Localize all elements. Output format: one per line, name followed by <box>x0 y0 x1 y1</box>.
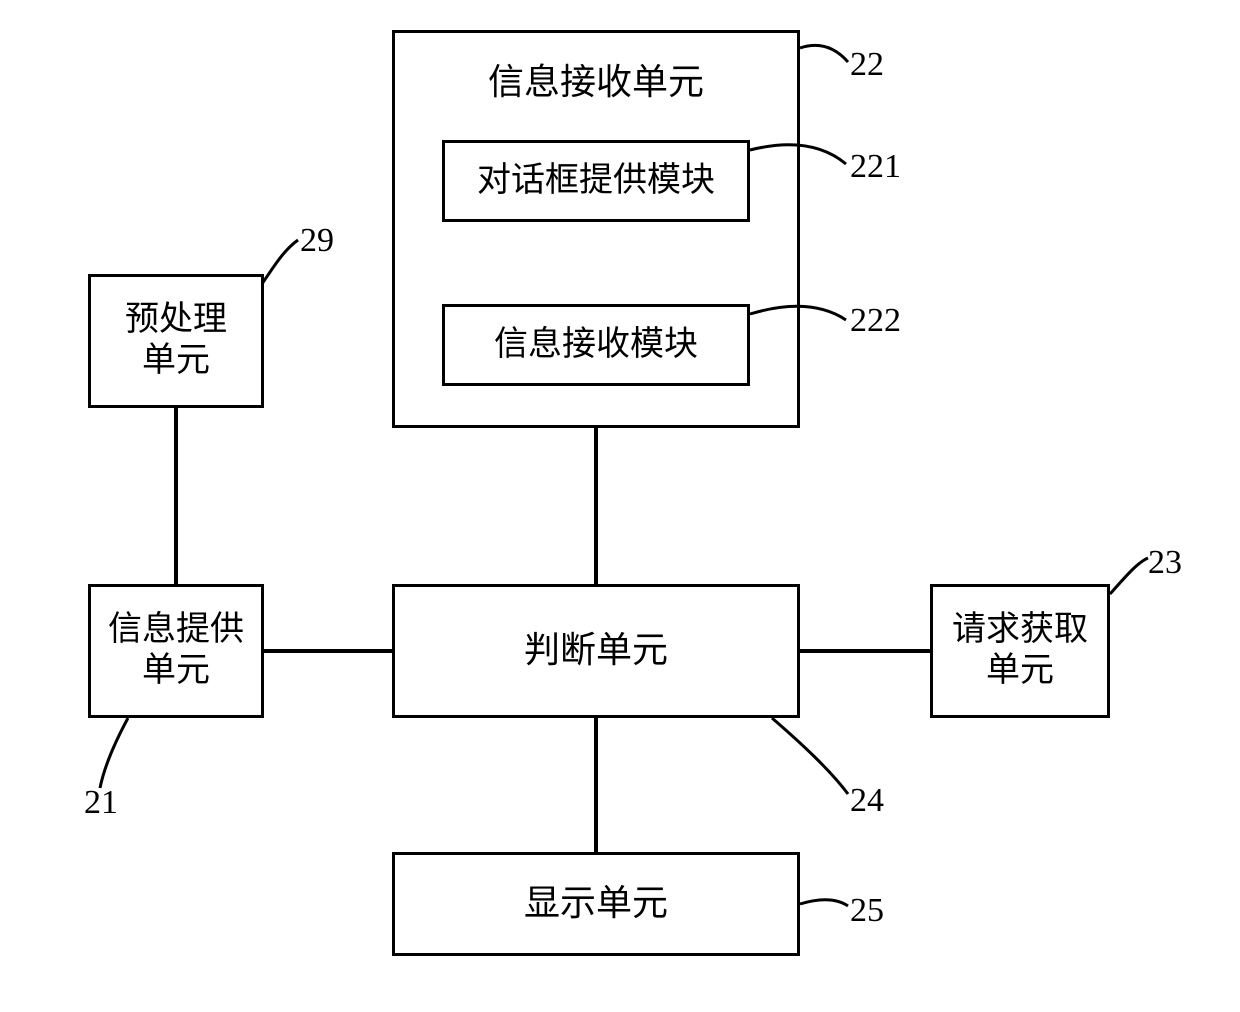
ref-label-222: 222 <box>850 302 901 340</box>
node-label: 显示单元 <box>524 882 668 925</box>
leader-line <box>772 718 848 794</box>
node-info-receive-module: 信息接收模块 <box>442 304 750 386</box>
node-title: 信息接收单元 <box>395 33 797 104</box>
node-label: 信息接收单元 <box>488 62 704 102</box>
node-label: 对话框提供模块 <box>477 161 715 202</box>
node-request-acquire-unit: 请求获取 单元 <box>930 584 1110 718</box>
leader-line <box>800 900 848 906</box>
node-dialog-provide-module: 对话框提供模块 <box>442 140 750 222</box>
ref-label-21: 21 <box>84 784 118 822</box>
node-label: 预处理 单元 <box>125 300 227 382</box>
node-label: 信息提供 单元 <box>108 610 244 692</box>
node-label: 判断单元 <box>524 629 668 672</box>
node-display-unit: 显示单元 <box>392 852 800 956</box>
node-label: 信息接收模块 <box>494 325 698 366</box>
ref-label-29: 29 <box>300 222 334 260</box>
ref-label-23: 23 <box>1148 544 1182 582</box>
node-info-provide-unit: 信息提供 单元 <box>88 584 264 718</box>
leader-line <box>262 240 298 284</box>
leader-line <box>100 718 128 788</box>
node-label: 请求获取 单元 <box>952 610 1088 692</box>
leader-line <box>800 45 848 62</box>
diagram-canvas: 预处理 单元 信息提供 单元 信息接收单元 对话框提供模块 信息接收模块 判断单… <box>0 0 1240 1012</box>
ref-label-221: 221 <box>850 148 901 186</box>
ref-label-24: 24 <box>850 782 884 820</box>
ref-label-25: 25 <box>850 892 884 930</box>
node-preprocessing-unit: 预处理 单元 <box>88 274 264 408</box>
node-judgment-unit: 判断单元 <box>392 584 800 718</box>
leader-line <box>1110 558 1148 594</box>
ref-label-22: 22 <box>850 46 884 84</box>
